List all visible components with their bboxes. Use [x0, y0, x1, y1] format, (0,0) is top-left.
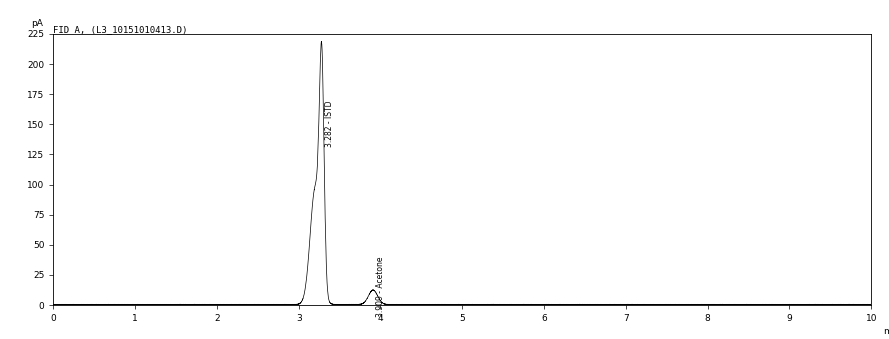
Text: min: min: [884, 327, 889, 336]
Text: 3.909 - Acetone: 3.909 - Acetone: [376, 257, 385, 317]
Y-axis label: pA: pA: [31, 19, 43, 28]
Text: 3.282 - ISTD: 3.282 - ISTD: [325, 100, 334, 147]
Text: FID A, (L3_10151010413.D): FID A, (L3_10151010413.D): [53, 25, 188, 34]
